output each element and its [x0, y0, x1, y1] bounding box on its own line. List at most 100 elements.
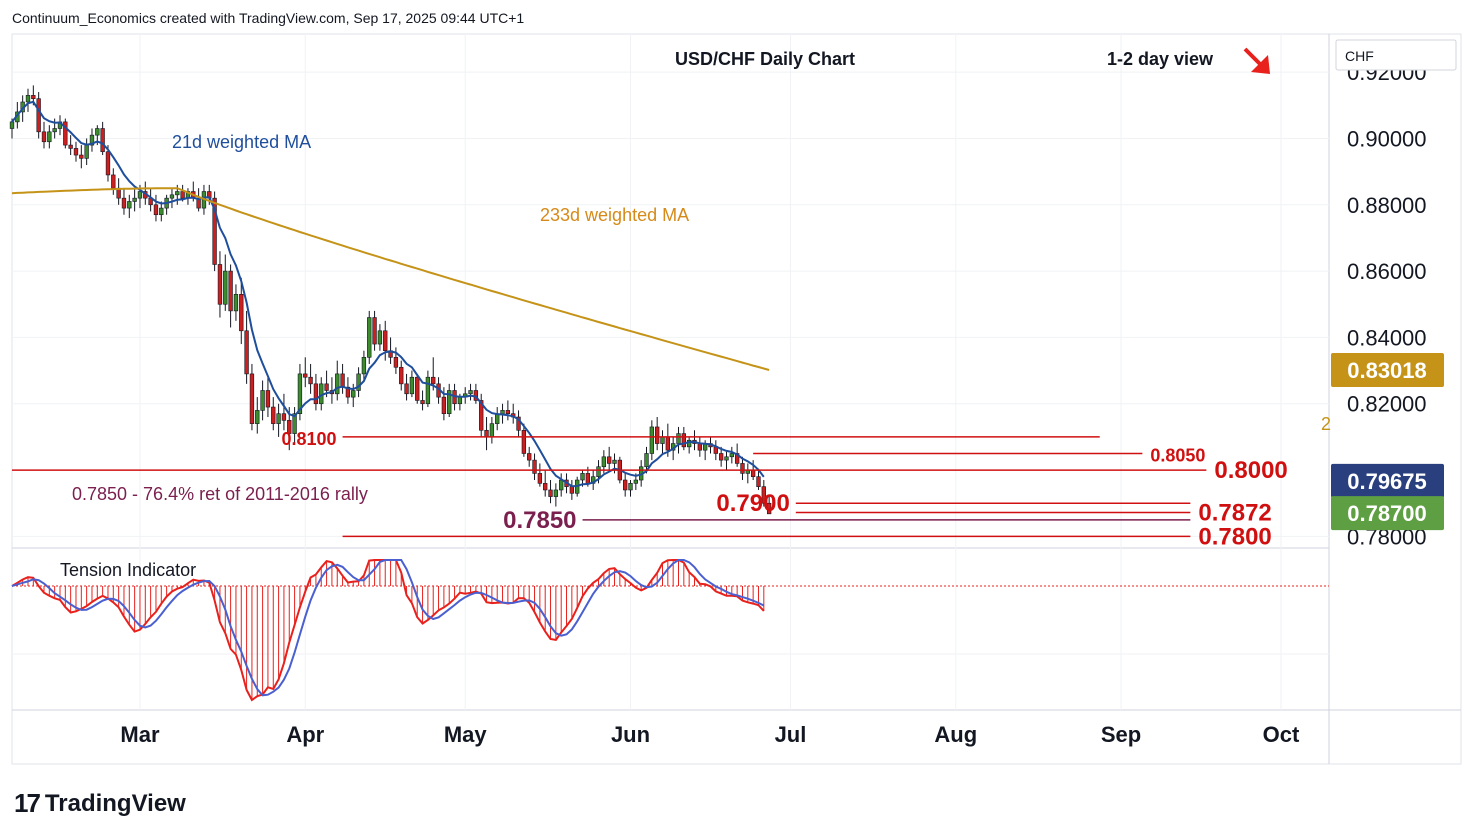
candle [271, 397, 276, 431]
candles [9, 85, 772, 515]
candle [345, 377, 351, 404]
candle [447, 383, 452, 418]
candle-body-down [105, 151, 111, 176]
candle [505, 400, 511, 421]
candle-body-up [89, 134, 95, 146]
candle-body-down [585, 473, 591, 484]
candle [543, 470, 548, 497]
candle [527, 446, 532, 467]
candle-body-down [31, 95, 36, 99]
candle-body-down [308, 376, 313, 385]
candle [511, 403, 516, 424]
candle-body-down [623, 479, 628, 491]
candle [265, 377, 271, 418]
x-tick-label: May [444, 722, 488, 747]
candle-body-down [766, 502, 772, 515]
candle [415, 373, 420, 404]
usdchf-chart[interactable]: 0.8100 0.8050 0.8000 0.7900 0.7872 0.7850 0.78… [0, 0, 1474, 780]
candle-body-up [596, 466, 601, 478]
candle-body-up [425, 376, 431, 405]
candle-body-down [281, 413, 287, 421]
candle [212, 191, 217, 272]
price-label: 0.83018 [1347, 358, 1427, 383]
candle-body-down [73, 148, 79, 156]
candle-body-down [41, 131, 47, 143]
support-resistance-levels: 0.8100 0.8050 0.8000 0.7900 0.7872 0.7850 0.78… [12, 429, 1288, 550]
candle [233, 284, 239, 321]
candle-body-up [47, 131, 52, 143]
candle-body-down [79, 154, 84, 159]
candle-body-down [761, 486, 766, 504]
candle-body-up [137, 191, 143, 199]
candle-body-up [233, 294, 239, 312]
candle-body-down [271, 406, 276, 424]
candle-body-down [750, 469, 756, 478]
candle [308, 363, 313, 394]
candle [383, 320, 388, 361]
tension-indicator-pane [11, 559, 1329, 702]
candle-body-up [292, 413, 297, 434]
y-tick-label: 0.82000 [1347, 392, 1427, 417]
candle-body-down [36, 98, 41, 133]
candle-body-down [681, 433, 686, 448]
candle [73, 141, 79, 162]
candle [521, 423, 527, 457]
candle [356, 367, 361, 398]
candle [121, 188, 127, 215]
candle-body-down [756, 476, 761, 487]
candle [255, 397, 260, 434]
chart-title: USD/CHF Daily Chart [675, 49, 855, 69]
candle [217, 251, 223, 318]
candle-body-up [175, 191, 180, 196]
candle-body-up [500, 410, 505, 414]
candle-body-down [532, 459, 537, 474]
candle [745, 463, 750, 484]
candle-body-down [345, 386, 351, 398]
candle [292, 407, 297, 444]
price-label-box [1331, 352, 1444, 387]
candle [628, 480, 633, 497]
candle-body-down [569, 486, 575, 494]
candle [409, 370, 415, 398]
candle [569, 480, 575, 500]
candle-body-down [383, 330, 388, 351]
y-tick-label: 0.88000 [1347, 193, 1427, 218]
candle-body-up [9, 121, 15, 129]
candle-body-down [121, 197, 127, 209]
candle [41, 121, 47, 149]
candle-body-down [249, 373, 255, 424]
candle-body-down [244, 330, 249, 375]
candle-body-up [356, 373, 361, 391]
price-label: 0.79675 [1347, 469, 1427, 494]
candle-body-up [660, 436, 665, 444]
candle [718, 446, 724, 467]
currency-box[interactable] [1335, 39, 1457, 71]
candle [249, 363, 255, 431]
level-label: 0.7850 [503, 507, 576, 534]
price-label-box [1331, 496, 1444, 531]
candle [676, 426, 681, 454]
candle [537, 463, 543, 487]
candle [89, 128, 95, 152]
candle-body-down [415, 376, 420, 401]
candle-body-down [239, 294, 244, 332]
candle-body-down [441, 396, 447, 414]
level-label: 0.7900 [716, 490, 789, 517]
candle [473, 383, 479, 404]
candle [756, 470, 761, 490]
partial-label: 2 [1321, 414, 1331, 434]
candle [260, 380, 265, 421]
candle-body-up [580, 473, 585, 481]
candle-body-up [25, 95, 31, 103]
x-tick-label: Jul [775, 722, 807, 747]
x-tick-label: Aug [934, 722, 977, 747]
candle-body-down [607, 456, 612, 464]
candle [57, 115, 63, 136]
candle-body-up [260, 390, 265, 411]
x-tick-label: Jun [611, 722, 650, 747]
candle [79, 145, 84, 169]
candle-body-down [665, 436, 671, 451]
candle-body-up [676, 433, 681, 444]
candle [303, 357, 308, 388]
candle-body-down [420, 400, 425, 405]
